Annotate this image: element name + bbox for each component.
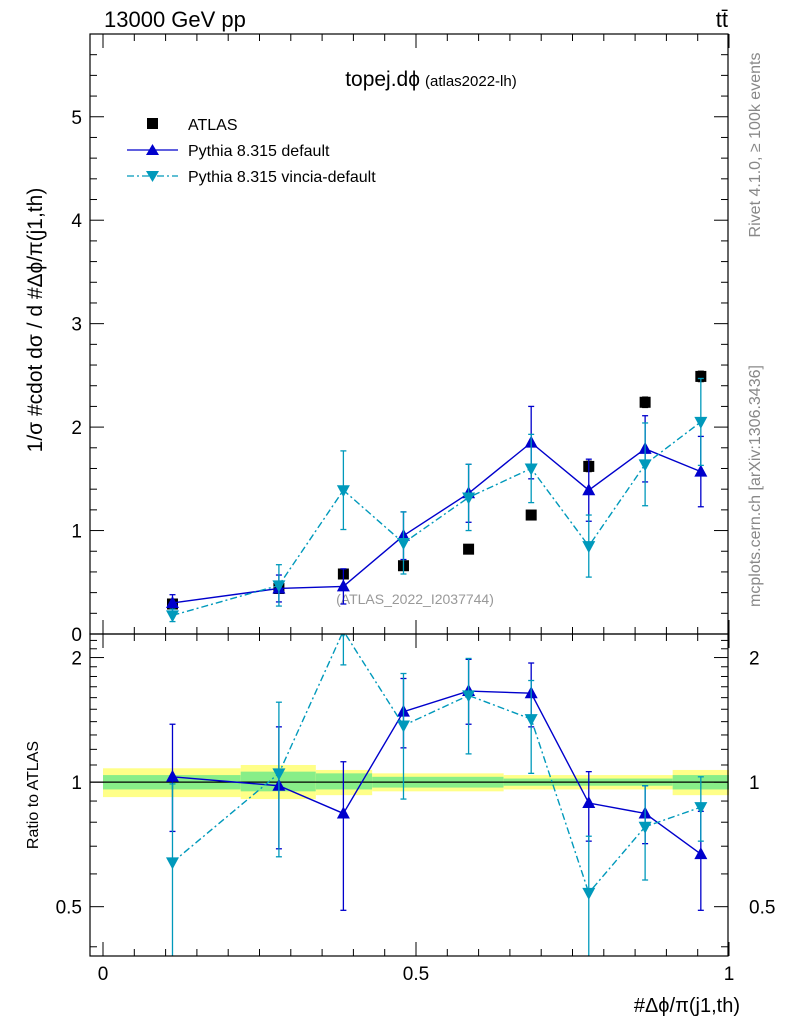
main-ytick-label: 2 <box>71 418 82 439</box>
ratio-series-group <box>165 634 708 956</box>
process-label: tt̄ <box>716 7 728 32</box>
series-line <box>172 421 702 617</box>
ratio-point-triangle-down <box>341 634 346 638</box>
ratio-point-triangle-up <box>336 806 350 819</box>
ratio-point-triangle-down <box>694 802 708 815</box>
ratio-ytick-label-right: 2 <box>749 649 760 670</box>
main-frame <box>89 33 729 635</box>
x-axis-label: #Δϕ/π(j1,th) <box>634 995 740 1017</box>
legend-marker-atlas <box>147 118 158 129</box>
main-ytick-label: 0 <box>71 625 82 646</box>
data-point-triangle-down <box>336 485 350 498</box>
main-panel: 0 1 2 3 4 5 topej.dϕ (atlas2022-lh) (ATLAS_20… <box>24 33 730 646</box>
data-point-triangle-down <box>582 541 596 554</box>
ratio-panel: 0.5 0.51 12 2 0 0.5 1 Ratio to ATLAS #Δϕ/π(j1… <box>25 633 776 1017</box>
data-point-triangle-down <box>165 610 179 623</box>
legend-entry-pythia-vincia: Pythia 8.315 vincia-default <box>127 169 376 186</box>
series-atlas <box>166 370 707 610</box>
data-point-square <box>639 396 651 408</box>
data-point-square <box>695 370 707 382</box>
ratio-point-triangle-down <box>582 887 596 900</box>
legend-label-pythia-vincia: Pythia 8.315 vincia-default <box>188 169 376 186</box>
main-ylabel: 1/σ #cdot dσ / d #Δϕ/π(j1,th) <box>24 188 47 453</box>
data-point-triangle-down <box>638 459 652 472</box>
legend-marker-pythia-vincia <box>146 171 159 182</box>
ratio-point-triangle-down <box>272 768 286 781</box>
data-point-triangle-up <box>694 464 708 477</box>
ratio-ytick-label-left: 0.5 <box>56 898 82 919</box>
ratio-ylabel: Ratio to ATLAS <box>25 741 42 849</box>
ratio-point-triangle-down <box>165 857 179 870</box>
legend: ATLAS Pythia 8.315 default Pythia 8.315 … <box>127 117 376 186</box>
data-point-triangle-down <box>694 416 708 429</box>
data-point-triangle-down <box>462 492 476 505</box>
ratio-axis-ticks <box>90 634 730 956</box>
main-ylabel-text: 1/σ #cdot dσ / d #Δϕ/π(j1,th) <box>24 188 47 453</box>
data-point-triangle-up <box>336 579 350 592</box>
main-ytick-label: 1 <box>71 522 82 543</box>
data-point-triangle-down <box>396 537 410 550</box>
data-point-triangle-up <box>165 595 179 608</box>
ratio-ytick-label-left: 2 <box>71 649 82 670</box>
main-axis-tick-labels: 0 1 2 3 4 5 <box>71 108 82 646</box>
ratio-point-triangle-up <box>165 769 179 782</box>
ratio-ytick-label-right: 0.5 <box>749 898 775 919</box>
plot-title: topej.dϕ <box>345 68 420 91</box>
main-ytick-label: 4 <box>71 211 82 232</box>
legend-entry-atlas: ATLAS <box>147 117 238 134</box>
ratio-point-triangle-up <box>582 796 596 809</box>
analysis-watermark: (ATLAS_2022_I2037744) <box>336 591 494 607</box>
energy-label: 13000 GeV pp <box>104 7 246 32</box>
legend-label-atlas: ATLAS <box>188 117 238 134</box>
series-line <box>172 441 702 604</box>
ratio-point-triangle-down <box>638 821 652 834</box>
main-ytick-label: 3 <box>71 315 82 336</box>
ratio-point-triangle-down <box>462 690 476 703</box>
series-pythia-8-315-default <box>165 405 708 612</box>
ratio-series-line <box>172 634 702 895</box>
ratio-axis-tick-labels: 0.5 0.5 1 1 2 2 <box>56 649 776 919</box>
ratio-frame <box>89 633 729 957</box>
main-ytick-label: 5 <box>71 108 82 129</box>
data-point-triangle-down <box>272 580 286 593</box>
mcplots-label: mcplots.cern.ch [arXiv:1306.3436] <box>747 365 764 607</box>
ratio-point-triangle-down <box>396 720 410 733</box>
x-tick-label: 1 <box>724 964 735 985</box>
legend-label-pythia-default: Pythia 8.315 default <box>188 143 330 160</box>
ratio-ytick-label-left: 1 <box>71 773 82 794</box>
ratio-point-triangle-up <box>694 847 708 860</box>
main-axis-ticks <box>90 33 730 635</box>
legend-marker-pythia-default <box>146 144 159 155</box>
x-axis-tick-labels: 0 0.5 1 <box>98 964 735 985</box>
ratio-point-triangle-down <box>524 714 538 727</box>
data-point-triangle-up <box>582 483 596 496</box>
ratio-ytick-label-right: 1 <box>749 773 760 794</box>
rivet-label: Rivet 4.1.0, ≥ 100k events <box>747 53 764 238</box>
data-point-square <box>463 543 475 555</box>
main-series-group <box>165 370 708 623</box>
ratio-series-pythia-8-315-vincia-default <box>165 634 708 956</box>
data-point-square <box>525 509 537 521</box>
data-point-triangle-down <box>524 463 538 476</box>
series-pythia-8-315-vincia-default <box>165 377 708 623</box>
x-tick-label: 0.5 <box>403 964 429 985</box>
legend-entry-pythia-default: Pythia 8.315 default <box>127 143 330 160</box>
x-tick-label: 0 <box>98 964 109 985</box>
plot-subtitle: (atlas2022-lh) <box>425 73 517 90</box>
